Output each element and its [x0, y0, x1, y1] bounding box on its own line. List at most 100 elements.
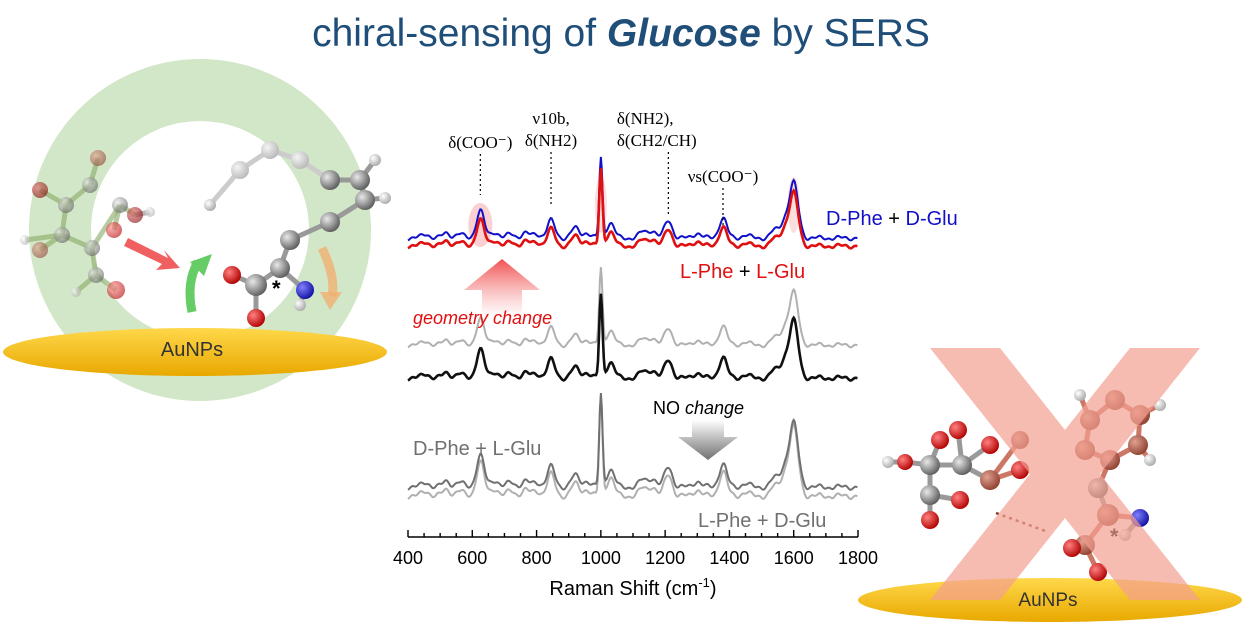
x-tick-label: 1400 [709, 548, 749, 568]
atom [127, 207, 143, 223]
chiral-center-mark: * [272, 276, 281, 301]
no-change-label: NO change [653, 398, 744, 418]
x-tick-label: 1600 [774, 548, 814, 568]
atom [320, 170, 340, 190]
atom [204, 199, 216, 211]
title-suffix: by SERS [760, 12, 930, 55]
atom [223, 266, 241, 284]
atom [980, 470, 1000, 490]
atom [897, 454, 913, 470]
spectrum-1 [407, 168, 858, 250]
atom [107, 281, 125, 299]
legend-dl: D-Phe + L-Glu [413, 438, 541, 460]
atom [32, 182, 48, 198]
legend-dd: D-Phe + D-Glu [826, 208, 958, 230]
green-rotation-arrow [185, 259, 202, 313]
atom [20, 235, 30, 245]
spectrum-4 [407, 392, 858, 491]
atom [951, 491, 969, 509]
atom [58, 197, 74, 213]
atom [280, 230, 300, 250]
geometry-change-label: geometry change [413, 308, 552, 328]
atom [379, 192, 391, 204]
atom [245, 274, 267, 296]
atom [1144, 454, 1156, 466]
atom [931, 431, 949, 449]
atom [369, 154, 381, 166]
atom [296, 281, 314, 299]
atom [921, 511, 939, 529]
peak-label-text: νs(COO⁻) [688, 167, 759, 186]
atom [350, 170, 370, 190]
title-emphasis: Glucose [606, 12, 761, 55]
atom [88, 267, 104, 283]
atom [882, 456, 894, 468]
x-tick-label: 600 [457, 548, 487, 568]
spectrum-5 [407, 395, 858, 501]
spectrum-0 [407, 156, 858, 242]
peak-label-text: δ(COO⁻) [448, 133, 512, 152]
orange-arrowhead [320, 292, 342, 310]
x-tick-label: 800 [522, 548, 552, 568]
atom [270, 258, 290, 278]
peak-labels: δ(COO⁻) ν10b, δ(NH2) δ(NH2), δ(CH2/CH) νs(COO… [448, 109, 758, 225]
x-tick-label: 1800 [838, 548, 878, 568]
bond [89, 203, 123, 250]
x-tick-label: 1200 [645, 548, 685, 568]
atom [952, 455, 972, 475]
atom [247, 309, 265, 327]
surface-label-left: AuNPs [161, 339, 223, 361]
peak-label-text: δ(NH2) [525, 131, 577, 150]
atom [1063, 539, 1081, 557]
atom [231, 161, 249, 179]
atom [82, 177, 98, 193]
atom [320, 212, 340, 232]
atom [106, 222, 122, 238]
atom [291, 151, 309, 169]
legend-ld: L-Phe + D-Glu [698, 510, 826, 532]
atom [112, 197, 128, 213]
no-change-arrow [678, 420, 738, 460]
molecule-phe-left: * [204, 141, 391, 327]
molecule-glucose-left [20, 150, 155, 299]
title-prefix: chiral-sensing of [312, 12, 607, 55]
green-arrowhead [190, 254, 212, 276]
atom [949, 421, 967, 439]
page-title: chiral-sensing of Glucose by SERS [0, 12, 1242, 56]
atom [920, 455, 940, 475]
atom [54, 227, 70, 243]
peak-label-text: δ(CH2/CH) [617, 131, 697, 150]
legend-ll: L-Phe + L-Glu [680, 261, 805, 283]
peak-label-text: δ(NH2), [617, 109, 674, 128]
gold-surface-left [3, 328, 387, 376]
atom [294, 299, 306, 311]
atom [90, 150, 106, 166]
atom [355, 190, 375, 210]
atom [145, 207, 155, 217]
x-tick-label: 400 [393, 548, 423, 568]
x-axis-label: Raman Shift (cm-1) [549, 575, 716, 600]
atom [32, 242, 48, 258]
atom [71, 287, 81, 297]
spectra [407, 156, 858, 501]
left-illustration: AuNPs * [3, 59, 391, 401]
red-approach-arrow [124, 238, 180, 270]
spectrum-3 [407, 293, 858, 382]
atom [1089, 563, 1107, 581]
raman-chart: 400 600 800 1000 1200 1400 1600 1800 Raman Shift… [393, 109, 958, 600]
geometry-change-arrow [464, 259, 540, 318]
atom [981, 436, 999, 454]
cross-icon [930, 348, 1200, 600]
spectrum-2 [407, 267, 858, 349]
x-tick-label: 1000 [581, 548, 621, 568]
x-axis: 400 600 800 1000 1200 1400 1600 1800 Raman Shift… [393, 530, 878, 600]
peak-label-text: ν10b, [532, 109, 569, 128]
atom [920, 485, 940, 505]
surface-label-right: AuNPs [1018, 590, 1077, 611]
right-illustration: * AuNPs [858, 348, 1242, 622]
atom [261, 141, 279, 159]
atom [1128, 435, 1148, 455]
atom [1074, 389, 1086, 401]
atom [84, 240, 100, 256]
